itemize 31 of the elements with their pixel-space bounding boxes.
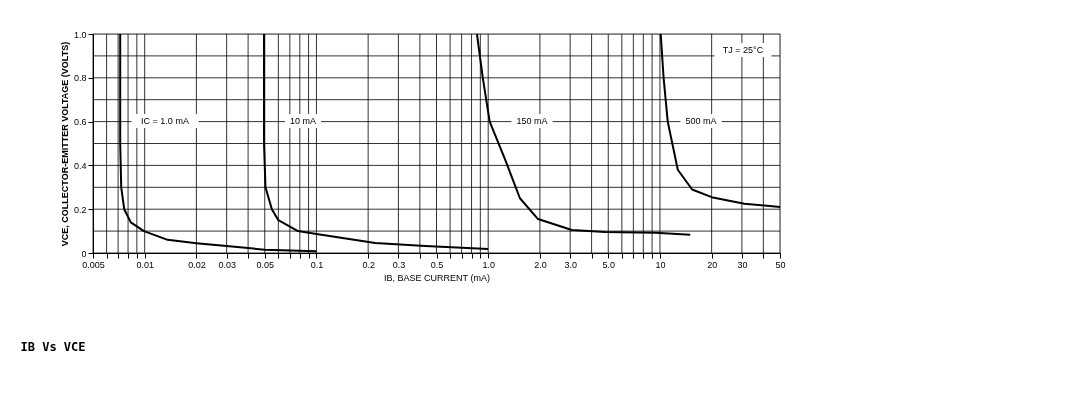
annotation: 10 mA	[289, 116, 317, 126]
y-axis-title: VCE, COLLECTOR-EMITTER VOLTAGE (VOLTS)	[59, 41, 70, 247]
y-tick-label: 0.4	[73, 160, 87, 171]
x-tick-label: 10	[655, 259, 666, 270]
x-tick-label: 0.01	[136, 259, 154, 270]
text: IB Vs VCE	[20, 340, 86, 354]
annotation: TJ = 25°C	[722, 45, 764, 55]
x-tick-label: 50	[775, 259, 786, 270]
annotation: 150 mA	[516, 116, 548, 126]
y-tick-label: 0.8	[73, 73, 87, 84]
annotation: 500 mA	[685, 116, 717, 126]
y-tick-label: 1.0	[73, 29, 87, 40]
x-tick-label: 0.2	[362, 259, 375, 270]
x-axis-title: IB, BASE CURRENT (mA)	[384, 272, 490, 283]
x-tick-label: 5.0	[602, 259, 616, 270]
x-tick-label: 0.3	[392, 259, 406, 270]
x-tick-label: 3.0	[564, 259, 577, 270]
x-tick-label: 20	[707, 259, 718, 270]
annotation: IC = 1.0 mA	[141, 116, 189, 126]
x-tick-label: 0.005	[82, 259, 105, 270]
x-tick-label: 30	[737, 259, 748, 270]
x-tick-label: 0.5	[430, 259, 444, 270]
x-tick-label: 2.0	[534, 259, 547, 270]
y-tick-label: 0.6	[73, 117, 87, 128]
y-tick-label: 0.2	[73, 204, 87, 215]
x-tick-label: 0.05	[256, 259, 275, 270]
x-tick-label: 0.03	[218, 259, 236, 270]
x-tick-label: 0.02	[188, 259, 206, 270]
y-tick-label: 0	[81, 248, 87, 259]
x-tick-label: 1.0	[482, 259, 495, 270]
x-tick-label: 0.1	[310, 259, 324, 270]
